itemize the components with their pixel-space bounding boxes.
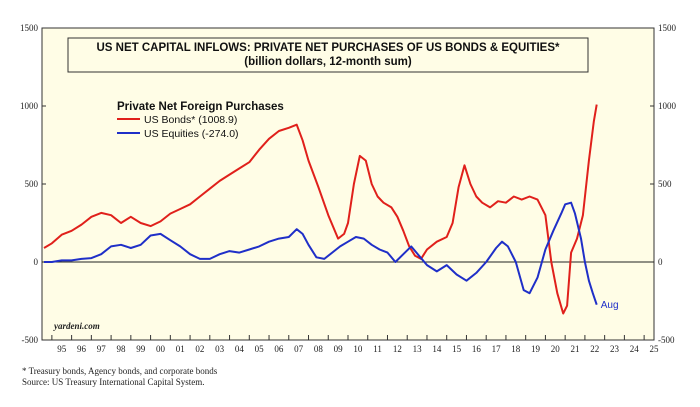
x-tick-label: 15 (452, 344, 462, 354)
chart-title: US NET CAPITAL INFLOWS: PRIVATE NET PURC… (96, 42, 560, 54)
legend: US Bonds* (1008.9) US Equities (-274.0) (117, 114, 239, 140)
y-tick-label-right: 0 (658, 257, 663, 267)
x-tick-label: 07 (294, 344, 304, 354)
legend-label-1: US Equities (-274.0) (144, 128, 239, 140)
y-tick-label-left: 1500 (20, 23, 39, 33)
y-tick-label-left: -500 (22, 335, 39, 345)
y-tick-label-right: 1500 (658, 23, 677, 33)
y-tick-label-right: -500 (658, 335, 675, 345)
series-line-0 (43, 104, 598, 315)
footnote-bonds: * Treasury bonds, Agency bonds, and corp… (22, 366, 218, 376)
title-box (67, 37, 589, 73)
annotation-aug: Aug (601, 300, 619, 311)
x-tick-label: 97 (97, 344, 107, 354)
x-tick-label: 99 (136, 344, 146, 354)
plot-area (41, 27, 655, 341)
series-line-1 (44, 201, 598, 306)
legend-label-0: US Bonds* (1008.9) (144, 114, 237, 126)
x-axis: 95 96 97 98 99 00 01 02 03 04 05 06 07 08 09 10 11 12 13 14… (51, 335, 660, 354)
x-tick-label: 01 (176, 344, 185, 354)
x-tick-label: 05 (255, 344, 265, 354)
y-tick-label-left: 1000 (20, 101, 39, 111)
footnote-source: Source: US Treasury International Capita… (22, 377, 205, 387)
x-tick-label: 19 (531, 344, 541, 354)
x-tick-label: 24 (630, 344, 640, 354)
x-tick-label: 11 (373, 344, 382, 354)
x-tick-label: 18 (511, 344, 521, 354)
y-tick-label-right: 1000 (658, 101, 677, 111)
y-axis-right: -500 0 500 1000 1500 (650, 23, 677, 345)
chart-subtitle: (billion dollars, 12-month sum) (244, 56, 412, 68)
x-tick-label: 06 (274, 344, 284, 354)
x-tick-label: 98 (116, 344, 126, 354)
x-tick-label: 08 (314, 344, 324, 354)
x-tick-label: 22 (590, 344, 599, 354)
y-tick-label-left: 0 (34, 257, 39, 267)
watermark: yardeni.com (53, 321, 100, 331)
x-tick-label: 09 (334, 344, 344, 354)
x-tick-label: 03 (215, 344, 225, 354)
x-tick-label: 95 (57, 344, 67, 354)
x-tick-label: 04 (235, 344, 245, 354)
x-tick-label: 13 (413, 344, 423, 354)
legend-title: Private Net Foreign Purchases (117, 101, 284, 113)
x-tick-label: 16 (472, 344, 482, 354)
y-tick-label-left: 500 (25, 179, 39, 189)
x-tick-label: 96 (77, 344, 87, 354)
x-tick-label: 00 (156, 344, 166, 354)
x-tick-label: 17 (492, 344, 502, 354)
y-tick-label-right: 500 (658, 179, 672, 189)
x-tick-label: 10 (353, 344, 363, 354)
x-tick-label: 23 (610, 344, 620, 354)
x-tick-label: 12 (393, 344, 402, 354)
x-tick-label: 21 (571, 344, 580, 354)
x-tick-label: 25 (650, 344, 660, 354)
x-tick-label: 14 (432, 344, 442, 354)
x-tick-label: 02 (195, 344, 204, 354)
x-tick-label: 20 (551, 344, 561, 354)
series-group (43, 104, 598, 315)
